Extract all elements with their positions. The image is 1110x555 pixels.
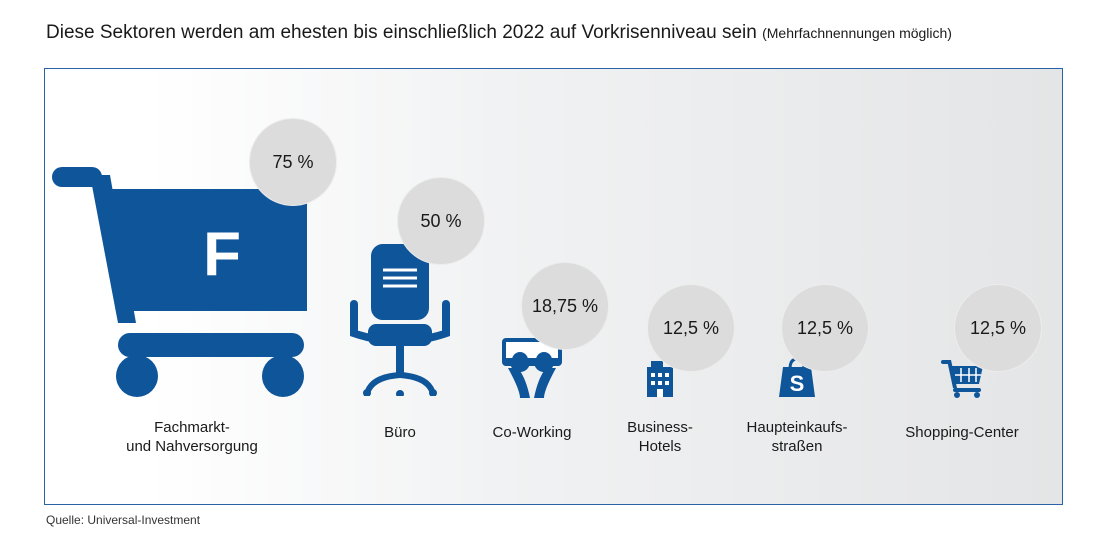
category-label: Büro <box>360 423 440 442</box>
value-bubble: 12,5 % <box>954 284 1042 372</box>
chart-title: Diese Sektoren werden am ehesten bis ein… <box>46 22 952 44</box>
category-label-line: Hotels <box>638 438 682 455</box>
svg-text:S: S <box>790 371 805 396</box>
category-label-line: Shopping-Center <box>905 424 1019 441</box>
category-label-line: Haupteinkaufs- <box>746 419 848 436</box>
category-label: Haupteinkaufs- straßen <box>730 418 864 456</box>
shopping-cart-icon: F <box>52 167 307 397</box>
value-bubble: 50 % <box>397 177 485 265</box>
category-label: Fachmarkt- und Nahversorgung <box>102 418 282 456</box>
chart-title-main: Diese Sektoren werden am ehesten bis ein… <box>46 22 757 43</box>
value-bubble: 18,75 % <box>521 262 609 350</box>
hotel-building-icon <box>647 361 673 397</box>
office-chair-icon <box>350 244 450 396</box>
category-label: Co-Working <box>474 423 590 442</box>
category-label-line: straßen <box>771 438 823 455</box>
value-bubble: 12,5 % <box>781 284 869 372</box>
category-label-line: Büro <box>384 424 416 441</box>
category-label-line: und Nahversorgung <box>126 438 258 455</box>
category-label-line: Business- <box>627 419 693 436</box>
value-bubble: 75 % <box>249 118 337 206</box>
value-bubble: 12,5 % <box>647 284 735 372</box>
category-label-line: Fachmarkt- <box>154 419 230 436</box>
shopping-cart-small-icon <box>941 360 983 398</box>
cart-letter: F <box>203 220 241 289</box>
chart-subtitle: (Mehrfachnennungen möglich) <box>762 25 952 41</box>
category-label: Shopping-Center <box>894 423 1030 442</box>
source-note: Quelle: Universal-Investment <box>46 513 201 527</box>
category-label: Business- Hotels <box>610 418 710 456</box>
category-label-line: Co-Working <box>492 424 572 441</box>
